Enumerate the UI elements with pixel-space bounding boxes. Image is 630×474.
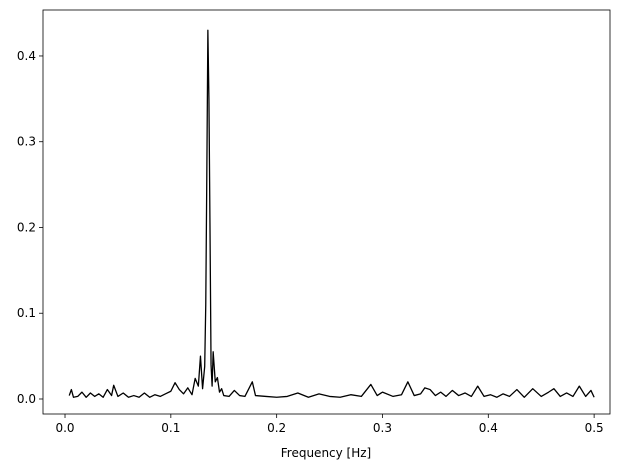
y-tick-label: 0.2 xyxy=(17,220,36,234)
y-tick-label: 0.0 xyxy=(17,392,36,406)
x-tick-label: 0.1 xyxy=(161,421,180,435)
plot-frame xyxy=(42,9,611,415)
x-tick-label: 0.4 xyxy=(479,421,498,435)
x-tick-label: 0.2 xyxy=(267,421,286,435)
y-tick-label: 0.1 xyxy=(17,306,36,320)
y-tick-label: 0.4 xyxy=(17,49,36,63)
x-axis-label: Frequency [Hz] xyxy=(281,446,372,460)
data-line xyxy=(68,29,595,398)
x-tick-label: 0.0 xyxy=(55,421,74,435)
y-tick-label: 0.3 xyxy=(17,135,36,149)
x-tick-label: 0.3 xyxy=(373,421,392,435)
x-tick-label: 0.5 xyxy=(585,421,604,435)
